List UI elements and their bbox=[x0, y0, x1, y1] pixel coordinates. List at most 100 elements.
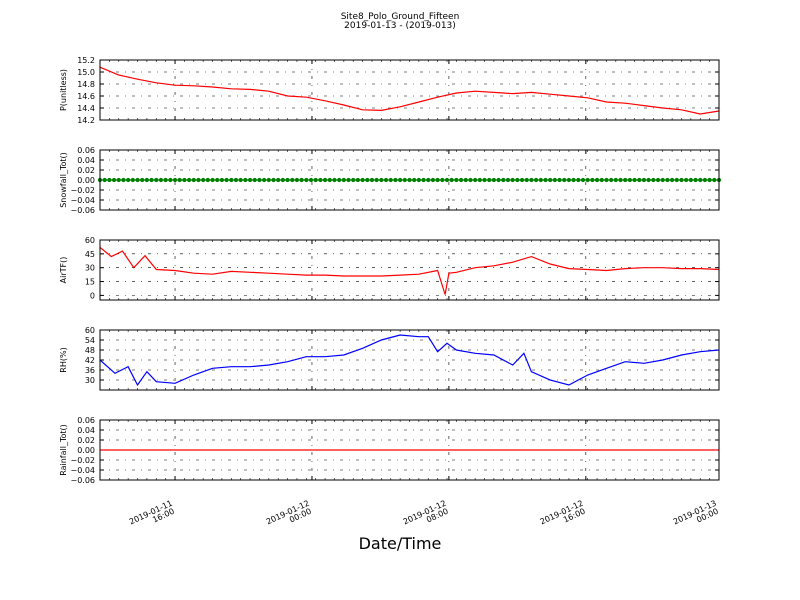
data-point bbox=[229, 177, 234, 183]
data-point bbox=[233, 177, 239, 183]
data-point bbox=[182, 177, 187, 183]
data-point bbox=[655, 177, 661, 183]
data-point bbox=[501, 177, 506, 183]
data-point bbox=[252, 177, 257, 183]
data-point bbox=[421, 177, 426, 183]
data-point bbox=[684, 177, 689, 183]
data-point bbox=[519, 177, 525, 183]
y-tick-label: −0.06 bbox=[70, 206, 95, 215]
data-point bbox=[393, 177, 398, 183]
data-point bbox=[637, 177, 642, 183]
data-point bbox=[599, 177, 604, 183]
data-point bbox=[388, 177, 393, 183]
data-point bbox=[430, 177, 436, 183]
data-point bbox=[224, 177, 229, 183]
data-point bbox=[205, 177, 210, 183]
y-axis-label: Snowfall_Tot() bbox=[59, 152, 68, 208]
data-point bbox=[674, 177, 679, 183]
data-point bbox=[337, 177, 342, 183]
data-point bbox=[693, 177, 698, 183]
data-point bbox=[402, 177, 407, 183]
data-point bbox=[318, 177, 323, 183]
y-tick-label: 14.2 bbox=[77, 116, 95, 125]
data-point bbox=[454, 177, 459, 183]
data-point bbox=[168, 177, 173, 183]
data-point bbox=[186, 177, 192, 183]
data-point bbox=[210, 177, 215, 183]
y-tick-label: 0.04 bbox=[77, 156, 95, 165]
data-point bbox=[416, 177, 421, 183]
data-point bbox=[304, 177, 309, 183]
y-tick-label: 60 bbox=[85, 326, 95, 335]
data-point bbox=[219, 177, 225, 183]
data-point bbox=[379, 177, 384, 183]
data-point bbox=[627, 177, 633, 183]
data-point bbox=[665, 177, 670, 183]
data-point bbox=[524, 177, 529, 183]
data-point bbox=[609, 177, 614, 183]
data-point bbox=[346, 177, 351, 183]
data-point bbox=[538, 177, 543, 183]
data-point bbox=[487, 177, 492, 183]
data-point bbox=[172, 177, 178, 183]
data-point bbox=[365, 177, 370, 183]
data-point bbox=[712, 177, 717, 183]
data-point bbox=[290, 177, 295, 183]
data-point bbox=[632, 177, 637, 183]
data-point bbox=[515, 177, 520, 183]
y-tick-label: 0.06 bbox=[77, 146, 95, 155]
data-point bbox=[271, 177, 276, 183]
data-point bbox=[702, 177, 708, 183]
data-point bbox=[215, 177, 220, 183]
data-point bbox=[618, 177, 623, 183]
data-point bbox=[201, 177, 206, 183]
y-tick-label: 36 bbox=[85, 366, 95, 375]
y-tick-label: 30 bbox=[85, 376, 95, 385]
y-tick-label: −0.04 bbox=[70, 466, 95, 475]
data-point bbox=[308, 177, 314, 183]
data-point bbox=[257, 177, 262, 183]
data-point bbox=[332, 177, 337, 183]
y-tick-label: 30 bbox=[85, 264, 95, 273]
data-point bbox=[285, 177, 290, 183]
data-point bbox=[126, 177, 131, 183]
data-point bbox=[468, 177, 473, 183]
axes-frame bbox=[99, 329, 720, 391]
y-tick-label: 54 bbox=[85, 336, 95, 345]
data-point bbox=[111, 177, 117, 183]
y-tick-label: 48 bbox=[85, 346, 95, 355]
data-point bbox=[576, 177, 581, 183]
data-point bbox=[477, 177, 482, 183]
data-point bbox=[529, 177, 534, 183]
y-tick-label: −0.02 bbox=[70, 456, 95, 465]
data-point bbox=[158, 177, 164, 183]
data-point bbox=[149, 177, 154, 183]
data-point bbox=[163, 177, 168, 183]
data-point bbox=[407, 177, 412, 183]
data-point bbox=[444, 177, 450, 183]
x-axis-label: Date/Time bbox=[358, 534, 442, 553]
data-point bbox=[247, 177, 253, 183]
data-point bbox=[140, 177, 145, 183]
data-line bbox=[99, 66, 720, 115]
data-point bbox=[351, 177, 356, 183]
axes-frame bbox=[99, 419, 720, 481]
data-point bbox=[604, 177, 609, 183]
y-tick-label: 15 bbox=[85, 278, 95, 287]
data-point bbox=[238, 177, 243, 183]
y-tick-label: 14.8 bbox=[77, 80, 95, 89]
data-point bbox=[130, 177, 135, 183]
y-tick-label: −0.02 bbox=[70, 186, 95, 195]
y-tick-label: 42 bbox=[85, 356, 95, 365]
data-point bbox=[698, 177, 703, 183]
data-point bbox=[322, 177, 328, 183]
y-tick-label: 0.00 bbox=[77, 446, 95, 455]
data-point bbox=[154, 177, 159, 183]
data-point bbox=[613, 177, 618, 183]
data-point bbox=[276, 177, 281, 183]
y-tick-label: 15.0 bbox=[77, 68, 95, 77]
y-tick-label: 0.02 bbox=[77, 436, 95, 445]
data-point bbox=[688, 177, 693, 183]
y-axis-label: P(unitless) bbox=[59, 69, 68, 111]
y-tick-label: 45 bbox=[85, 250, 95, 259]
